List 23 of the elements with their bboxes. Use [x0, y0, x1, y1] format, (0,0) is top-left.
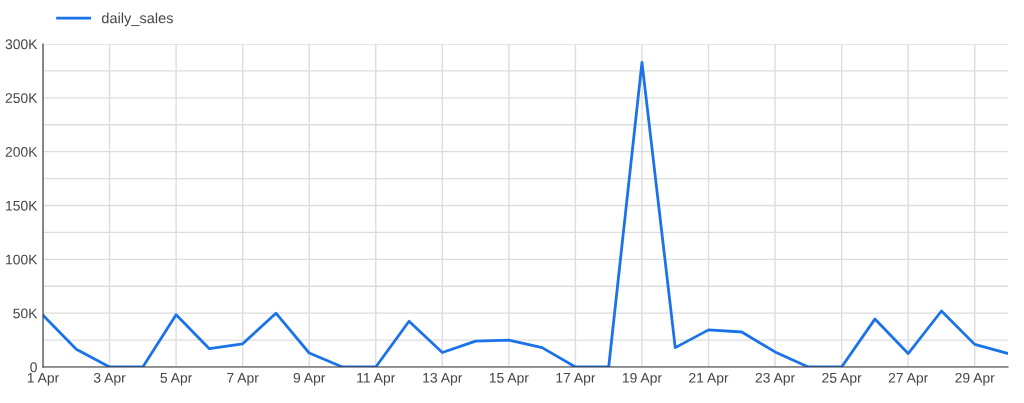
y-tick-label: 100K [6, 254, 38, 265]
y-tick-label: 0 [30, 362, 37, 373]
y-tick-label: 200K [5, 147, 38, 157]
x-tick-label: 11 Apr [357, 373, 396, 386]
x-tick-label: 19 Apr [622, 372, 662, 386]
y-tick-label: 250K [5, 93, 38, 103]
x-tick-label: 27 Apr [888, 372, 929, 386]
x-tick-label: 13 Apr [423, 372, 463, 386]
x-tick-label: 17 Apr [556, 373, 596, 386]
x-tick-label: 29 Apr [955, 372, 995, 386]
x-tick-label: 7 Apr [227, 373, 259, 386]
x-tick-label: 5 Apr [160, 373, 193, 386]
x-tick-label: 1 Apr [27, 373, 59, 386]
x-tick-label: 23 Apr [755, 372, 795, 386]
x-tick-label: 3 Apr [93, 372, 126, 386]
y-tick-label: 150K [6, 200, 38, 211]
x-tick-label: 9 Apr [293, 372, 326, 386]
y-tick-label: 50K [13, 308, 38, 319]
x-tick-label: 15 Apr [489, 373, 529, 386]
legend-label: daily_sales [101, 12, 173, 27]
x-tick-label: 25 Apr [822, 372, 862, 386]
y-tick-label: 300K [5, 39, 38, 50]
x-tick-label: 21 Apr [689, 372, 729, 386]
